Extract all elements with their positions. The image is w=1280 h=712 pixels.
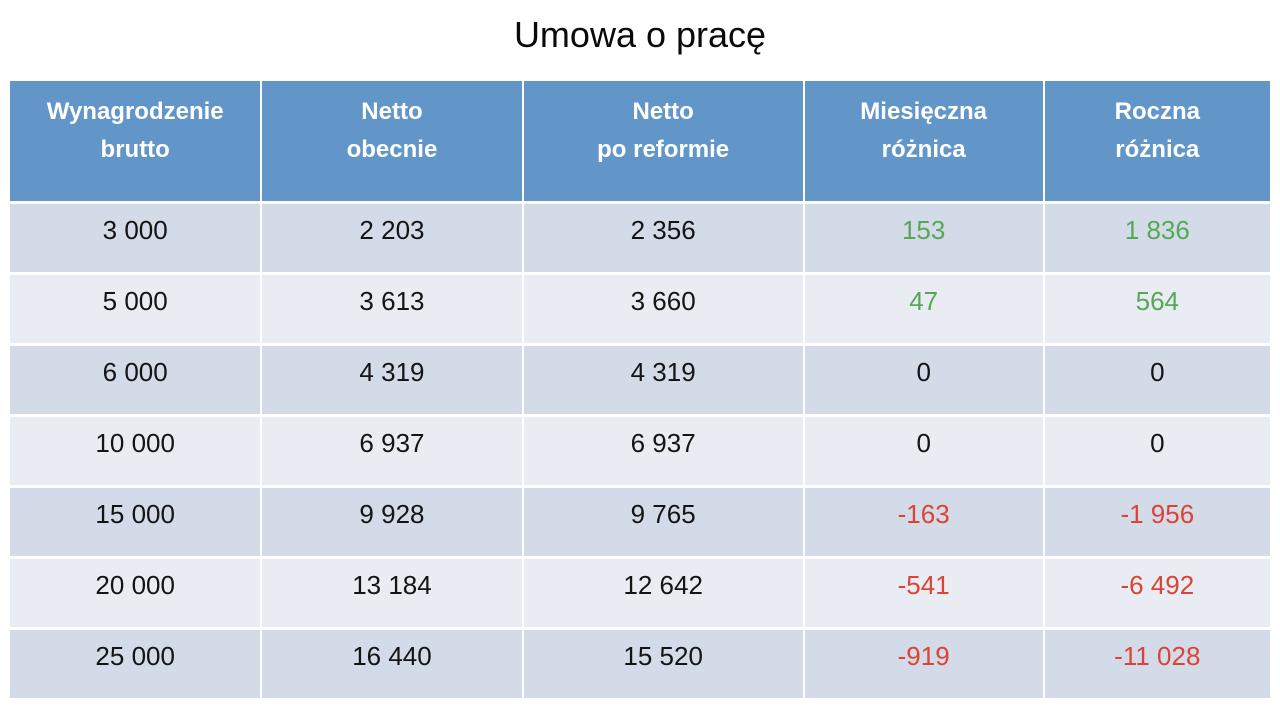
salary-comparison-table: Wynagrodzenie brutto Netto obecnie Netto po r… [8,78,1272,701]
value-cell: 2 203 [262,204,522,272]
value-cell: 6 937 [262,417,522,485]
table-row: 10 000 6 937 6 937 0 0 [10,417,1270,485]
value-cell: 4 319 [523,346,803,414]
table-row: 20 000 13 184 12 642 -541 -6 492 [10,559,1270,627]
difference-cell: 564 [1044,275,1270,343]
table-body: 3 000 2 203 2 356 153 1 836 5 000 3 613 3 660 47… [10,204,1270,698]
value-cell: 20 000 [10,559,261,627]
value-cell: 3 613 [262,275,522,343]
column-header-netto-po-reformie: Netto po reformie [523,81,803,201]
difference-cell: 0 [1044,346,1270,414]
column-header-line: Netto [361,98,423,125]
value-cell: 13 184 [262,559,522,627]
column-header-miesieczna-roznica: Miesięczna różnica [804,81,1043,201]
value-cell: 3 660 [523,275,803,343]
column-header-line: po reformie [597,136,730,163]
table-header-row: Wynagrodzenie brutto Netto obecnie Netto po r… [10,81,1270,201]
difference-cell: 1 836 [1044,204,1270,272]
difference-cell: 0 [804,417,1043,485]
table-header: Wynagrodzenie brutto Netto obecnie Netto po r… [10,81,1270,201]
value-cell: 4 319 [262,346,522,414]
value-cell: 25 000 [10,630,261,698]
column-header-line: Wynagrodzenie [46,98,224,125]
value-cell: 9 765 [523,488,803,556]
column-header-line: brutto [100,136,170,163]
column-header-roczna-roznica: Roczna różnica [1044,81,1270,201]
value-cell: 9 928 [262,488,522,556]
column-header-line: Roczna [1114,98,1200,125]
value-cell: 5 000 [10,275,261,343]
value-cell: 15 520 [523,630,803,698]
table-row: 15 000 9 928 9 765 -163 -1 956 [10,488,1270,556]
column-header-line: różnica [881,136,966,163]
value-cell: 6 000 [10,346,261,414]
value-cell: 15 000 [10,488,261,556]
column-header-line: obecnie [346,136,438,163]
difference-cell: -1 956 [1044,488,1270,556]
slide-title: Umowa o pracę [513,14,767,55]
difference-cell: -163 [804,488,1043,556]
difference-cell: -11 028 [1044,630,1270,698]
table-row: 25 000 16 440 15 520 -919 -11 028 [10,630,1270,698]
difference-cell: -919 [804,630,1043,698]
difference-cell: 0 [1044,417,1270,485]
value-cell: 3 000 [10,204,261,272]
column-header-netto-obecnie: Netto obecnie [262,81,522,201]
value-cell: 10 000 [10,417,261,485]
difference-cell: -6 492 [1044,559,1270,627]
column-header-line: różnica [1115,136,1200,163]
table-row: 5 000 3 613 3 660 47 564 [10,275,1270,343]
difference-cell: 0 [804,346,1043,414]
value-cell: 16 440 [262,630,522,698]
difference-cell: 47 [804,275,1043,343]
column-header-wynagrodzenie-brutto: Wynagrodzenie brutto [10,81,261,201]
column-header-line: Netto [632,98,694,125]
table-row: 3 000 2 203 2 356 153 1 836 [10,204,1270,272]
difference-cell: 153 [804,204,1043,272]
difference-cell: -541 [804,559,1043,627]
value-cell: 6 937 [523,417,803,485]
column-header-line: Miesięczna [860,98,988,125]
value-cell: 2 356 [523,204,803,272]
value-cell: 12 642 [523,559,803,627]
table-row: 6 000 4 319 4 319 0 0 [10,346,1270,414]
